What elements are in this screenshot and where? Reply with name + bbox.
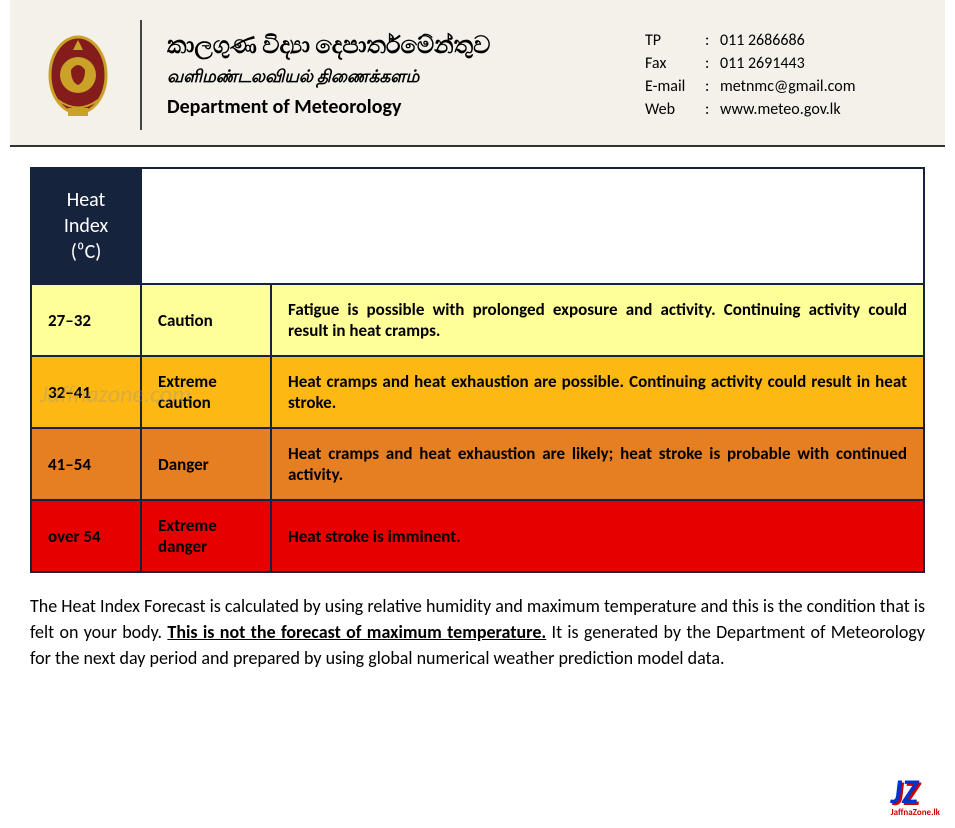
corner-logo-icon: JZ JaffnaZone.lk — [891, 772, 940, 818]
table-row: over 54 Extreme danger Heat stroke is im… — [31, 500, 924, 572]
range-cell: 27–32 — [31, 284, 141, 356]
contact-fax: Fax : 011 2691443 — [645, 54, 915, 73]
national-emblem-icon — [40, 28, 115, 123]
contact-sep: : — [705, 100, 720, 119]
header-heat-index: Heat Index (⁰C) — [31, 168, 141, 284]
contact-label: TP — [645, 31, 705, 50]
divider — [140, 20, 142, 130]
level-cell: Extreme caution — [141, 356, 271, 428]
level-cell: Caution — [141, 284, 271, 356]
contact-label: Web — [645, 100, 705, 119]
title-tamil: வளிமண்டலவியல் திணைக்களம் — [167, 66, 620, 89]
level-cell: Danger — [141, 428, 271, 500]
note-emph: This is not the forecast of maximum temp… — [167, 621, 546, 643]
table-row: 27–32 Caution Fatigue is possible with p… — [31, 284, 924, 356]
desc-cell: Heat cramps and heat exhaustion are poss… — [271, 356, 924, 428]
table-header-row: Heat Index (⁰C) Level of warning — [31, 168, 924, 284]
contact-value: www.meteo.gov.lk — [720, 100, 841, 119]
contact-label: Fax — [645, 54, 705, 73]
hdr-l3: (⁰C) — [71, 240, 102, 264]
range-cell: 32–41 — [31, 356, 141, 428]
contact-tp: TP : 011 2686686 — [645, 31, 915, 50]
level-cell: Extreme danger — [141, 500, 271, 572]
contact-email: E-mail : metnmc@gmail.com — [645, 77, 915, 96]
title-sinhala: කාලගුණ විද්‍යා දෙපාර්තමේන්තුව — [167, 31, 620, 60]
contact-label: E-mail — [645, 77, 705, 96]
range-cell: over 54 — [31, 500, 141, 572]
desc-cell: Heat stroke is imminent. — [271, 500, 924, 572]
contact-sep: : — [705, 31, 720, 50]
contact-value: 011 2691443 — [720, 54, 805, 73]
contact-web: Web : www.meteo.gov.lk — [645, 100, 915, 119]
desc-cell: Heat cramps and heat exhaustion are like… — [271, 428, 924, 500]
letterhead: කාලගුණ විද්‍යා දෙපාර්තමේන්තුව வளிமண்டலவி… — [10, 0, 945, 147]
logo-main: JZ — [891, 772, 919, 813]
desc-cell: Fatigue is possible with prolonged expos… — [271, 284, 924, 356]
table-row: 41–54 Danger Heat cramps and heat exhaus… — [31, 428, 924, 500]
contact-block: TP : 011 2686686 Fax : 011 2691443 E-mai… — [645, 31, 915, 119]
range-cell: 41–54 — [31, 428, 141, 500]
contact-value: metnmc@gmail.com — [720, 77, 855, 96]
heat-index-table: Heat Index (⁰C) Level of warning 27–32 C… — [30, 167, 925, 573]
title-english: Department of Meteorology — [167, 95, 620, 119]
logo-sub: JaffnaZone.lk — [891, 807, 940, 818]
table-row: 32–41 Extreme caution Heat cramps and he… — [31, 356, 924, 428]
contact-sep: : — [705, 54, 720, 73]
footer-note: The Heat Index Forecast is calculated by… — [30, 593, 925, 671]
contact-sep: : — [705, 77, 720, 96]
heat-index-table-wrap: Heat Index (⁰C) Level of warning 27–32 C… — [30, 167, 925, 573]
hdr-l1: Heat — [67, 188, 106, 212]
contact-value: 011 2686686 — [720, 31, 805, 50]
dept-titles: කාලගුණ විද්‍යා දෙපාර්තමේන්තුව வளிமண்டலவி… — [167, 31, 620, 119]
hdr-l2: Index — [64, 214, 108, 238]
